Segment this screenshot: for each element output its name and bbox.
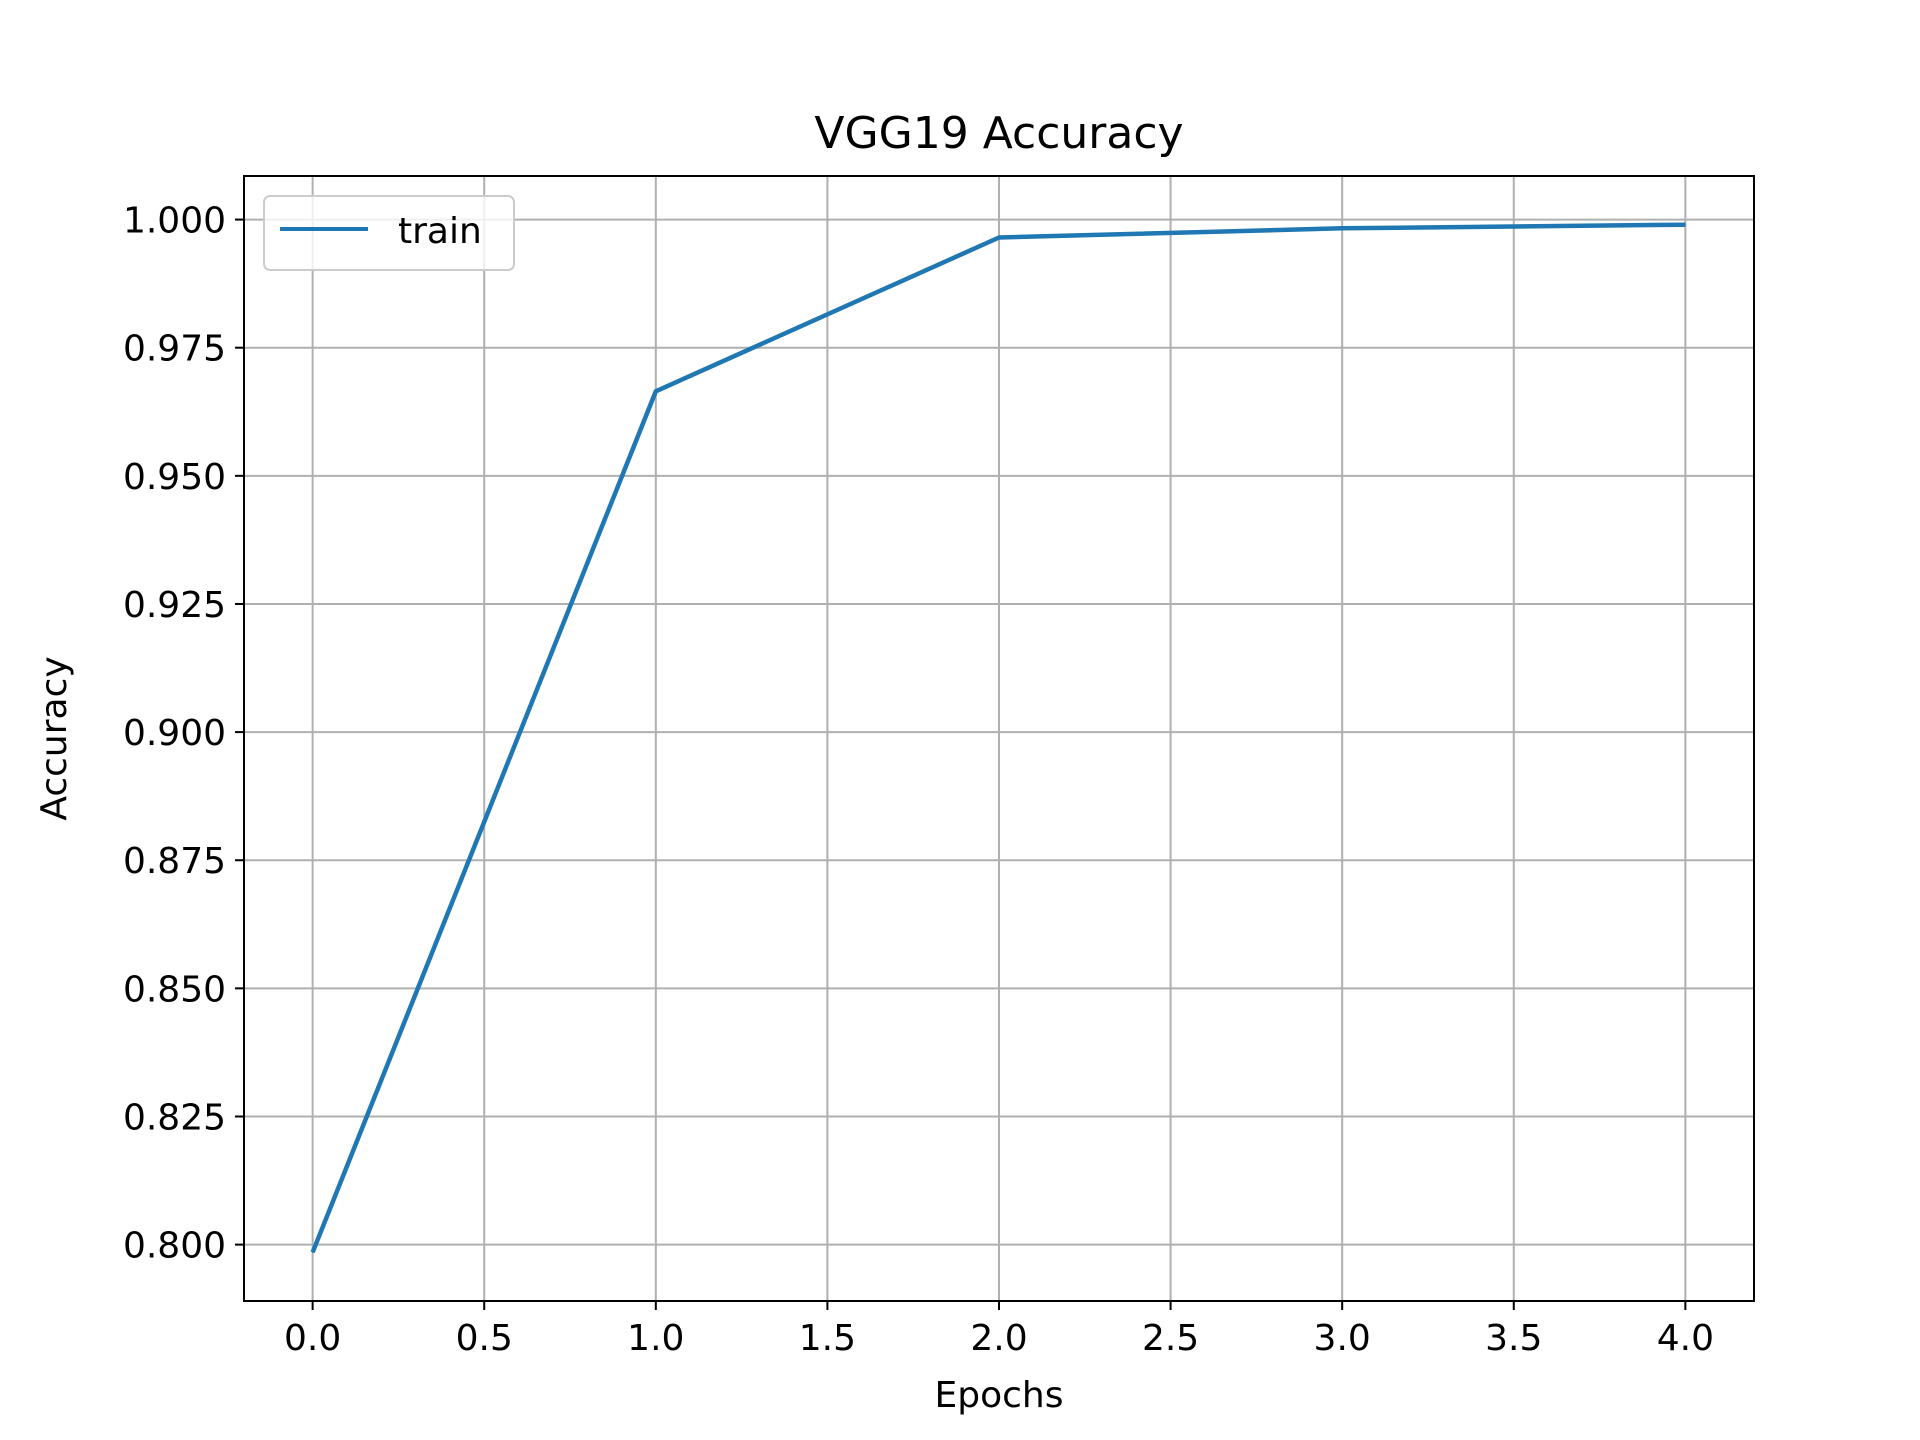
y-tick-label: 0.925	[123, 585, 226, 626]
x-tick-label: 3.5	[1485, 1318, 1542, 1359]
data-point-train	[1684, 224, 1686, 226]
y-tick-label: 1.000	[123, 201, 226, 242]
series-layer	[310, 222, 1686, 1254]
data-point-train	[312, 1251, 314, 1253]
y-tick-label: 0.900	[123, 713, 226, 754]
x-tick-label: 1.5	[799, 1318, 856, 1359]
y-tick-label: 0.975	[123, 329, 226, 370]
x-axis-label: Epochs	[935, 1375, 1064, 1416]
x-tick-label: 3.0	[1314, 1318, 1371, 1359]
x-tick-label: 2.5	[1142, 1318, 1199, 1359]
x-tick-label: 0.5	[456, 1318, 513, 1359]
y-tick-label: 0.800	[123, 1226, 226, 1267]
legend: train	[263, 195, 515, 271]
y-axis-label: Accuracy	[34, 656, 75, 820]
x-tick-label: 0.0	[284, 1318, 341, 1359]
grid	[244, 176, 1754, 1301]
chart-title: VGG19 Accuracy	[814, 108, 1183, 159]
y-tick-label: 0.850	[123, 969, 226, 1010]
data-point-train	[655, 390, 657, 392]
x-tick-label: 1.0	[627, 1318, 684, 1359]
y-tick-label: 0.950	[123, 457, 226, 498]
ticks: 0.0 0.5 1.0 1.5 2.0 2.5 3.0 3.5 4.0 0.800 0.825 0.8…	[123, 201, 1714, 1359]
x-tick-label: 4.0	[1657, 1318, 1714, 1359]
data-point-train	[1341, 227, 1343, 229]
x-tick-label: 2.0	[970, 1318, 1027, 1359]
y-tick-label: 0.825	[123, 1097, 226, 1138]
legend-box	[263, 195, 515, 271]
legend-label-train: train	[398, 211, 482, 252]
data-point-train	[998, 237, 1000, 239]
y-tick-label: 0.875	[123, 841, 226, 882]
